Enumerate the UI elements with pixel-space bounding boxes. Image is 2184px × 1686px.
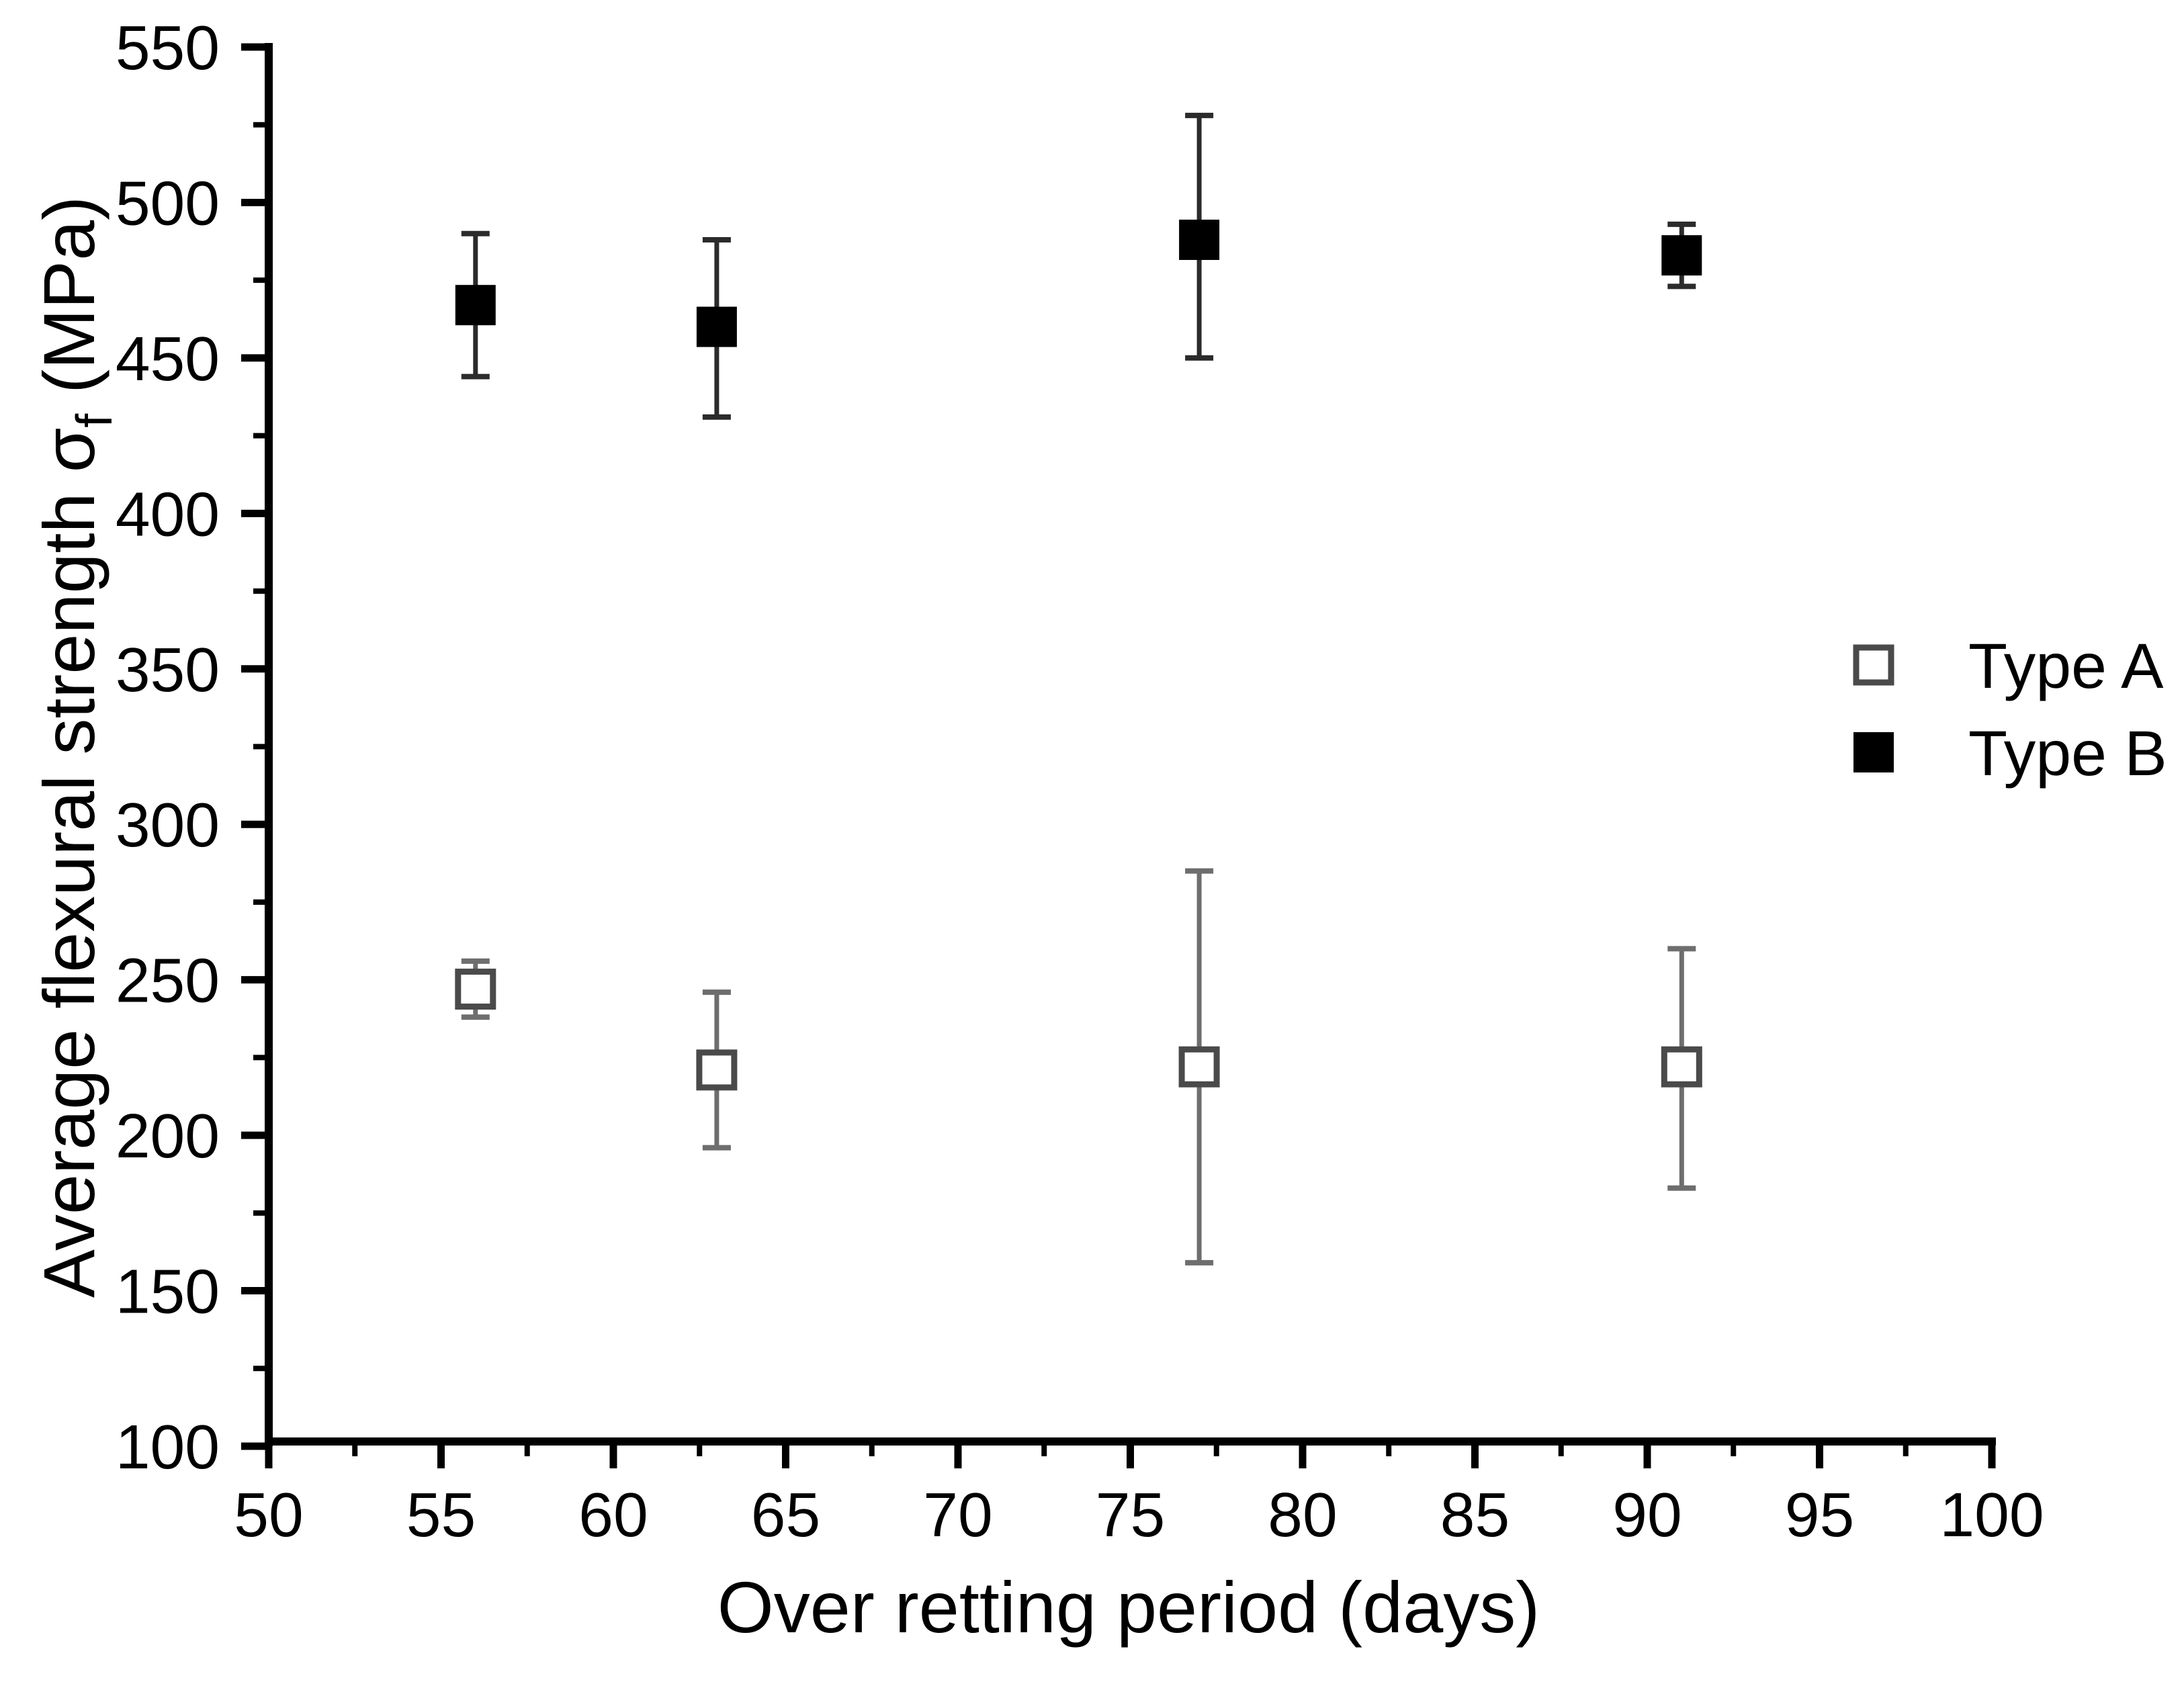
x-tick-label-70: 70 <box>923 1480 992 1550</box>
point-type-a-day63 <box>696 1049 738 1091</box>
legend: Type A Type B <box>1853 631 2167 789</box>
y-tick-label-250: 250 <box>116 946 220 1016</box>
y-axis-title-prefix: Average flexural strength σ <box>28 428 110 1298</box>
y-tick-label-400: 400 <box>116 479 220 549</box>
point-type-a-day91 <box>1661 1046 1702 1088</box>
point-type-b-day63 <box>696 306 737 347</box>
y-tick-label-500: 500 <box>116 168 220 238</box>
y-tick-label-350: 350 <box>116 635 220 705</box>
x-tick-label-75: 75 <box>1096 1480 1165 1550</box>
point-type-a-day56 <box>455 969 496 1010</box>
series-type-b <box>455 112 1702 420</box>
point-type-b-day56 <box>455 285 496 326</box>
y-tick-label-100: 100 <box>116 1412 220 1482</box>
x-tick-label-55: 55 <box>406 1480 476 1550</box>
x-axis-tick-labels: 50 55 60 65 70 75 80 85 90 95 100 <box>234 1480 2044 1550</box>
legend-marker-type-a <box>1853 644 1894 686</box>
x-tick-label-85: 85 <box>1440 1480 1510 1550</box>
y-tick-label-150: 150 <box>116 1257 220 1327</box>
y-axis-title-subscript: f <box>66 414 122 428</box>
y-tick-label-300: 300 <box>116 790 220 860</box>
x-axis-ticks <box>265 1441 1996 1468</box>
x-tick-label-90: 90 <box>1612 1480 1681 1550</box>
x-tick-label-80: 80 <box>1268 1480 1337 1550</box>
x-tick-label-65: 65 <box>751 1480 820 1550</box>
data-series <box>455 112 1702 1266</box>
x-tick-label-50: 50 <box>234 1480 303 1550</box>
x-tick-label-60: 60 <box>578 1480 648 1550</box>
legend-marker-type-b <box>1853 732 1894 772</box>
y-tick-label-550: 550 <box>116 13 220 83</box>
y-axis-title: Average flexural strength σf (MPa) <box>28 196 122 1298</box>
y-axis-ticks <box>241 43 269 1450</box>
x-axis-title: Over retting period (days) <box>717 1566 1540 1648</box>
x-tick-label-95: 95 <box>1785 1480 1854 1550</box>
y-axis-title-suffix: (MPa) <box>28 196 110 414</box>
legend-label-type-a: Type A <box>1968 631 2164 702</box>
y-tick-label-200: 200 <box>116 1101 220 1171</box>
x-tick-label-100: 100 <box>1939 1480 2044 1550</box>
series-type-a <box>455 868 1702 1266</box>
y-tick-label-450: 450 <box>116 324 220 394</box>
y-axis-tick-labels: 100 150 200 250 300 350 400 450 500 550 <box>116 13 220 1482</box>
point-type-b-day77 <box>1179 219 1220 260</box>
point-type-b-day91 <box>1661 235 1702 276</box>
legend-markers <box>1853 644 1894 772</box>
point-type-a-day77 <box>1178 1046 1220 1088</box>
legend-label-type-b: Type B <box>1968 718 2167 789</box>
